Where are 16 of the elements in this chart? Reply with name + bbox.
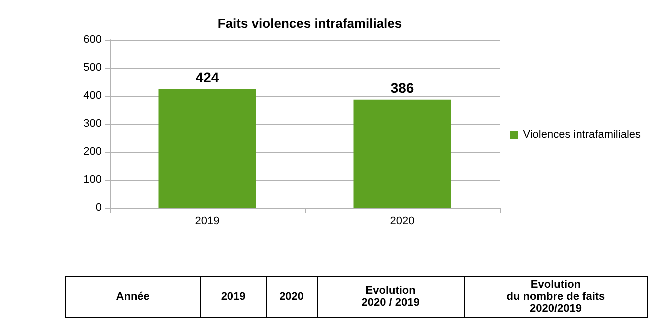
y-tick-label: 600 bbox=[84, 34, 102, 46]
legend-label: Violences intrafamiliales bbox=[523, 129, 642, 141]
data-label: 386 bbox=[390, 80, 414, 96]
data-label: 424 bbox=[196, 69, 220, 86]
y-tick-label: 300 bbox=[84, 118, 102, 130]
text: Evolution du nombre de faits 2020/2019 bbox=[464, 276, 648, 318]
y-tick-label: 400 bbox=[84, 90, 102, 102]
chart-title: Faits violences intrafamiliales bbox=[218, 16, 402, 31]
text: Evolution 2020 / 2019 bbox=[317, 276, 464, 318]
y-tick-label: 500 bbox=[84, 62, 102, 74]
text: 2019 bbox=[200, 276, 266, 318]
y-tick-label: 0 bbox=[96, 202, 102, 214]
y-tick-label: 100 bbox=[84, 174, 102, 186]
text: 2020 bbox=[266, 276, 318, 318]
text: Année bbox=[66, 276, 201, 318]
y-tick-label: 200 bbox=[84, 146, 102, 158]
